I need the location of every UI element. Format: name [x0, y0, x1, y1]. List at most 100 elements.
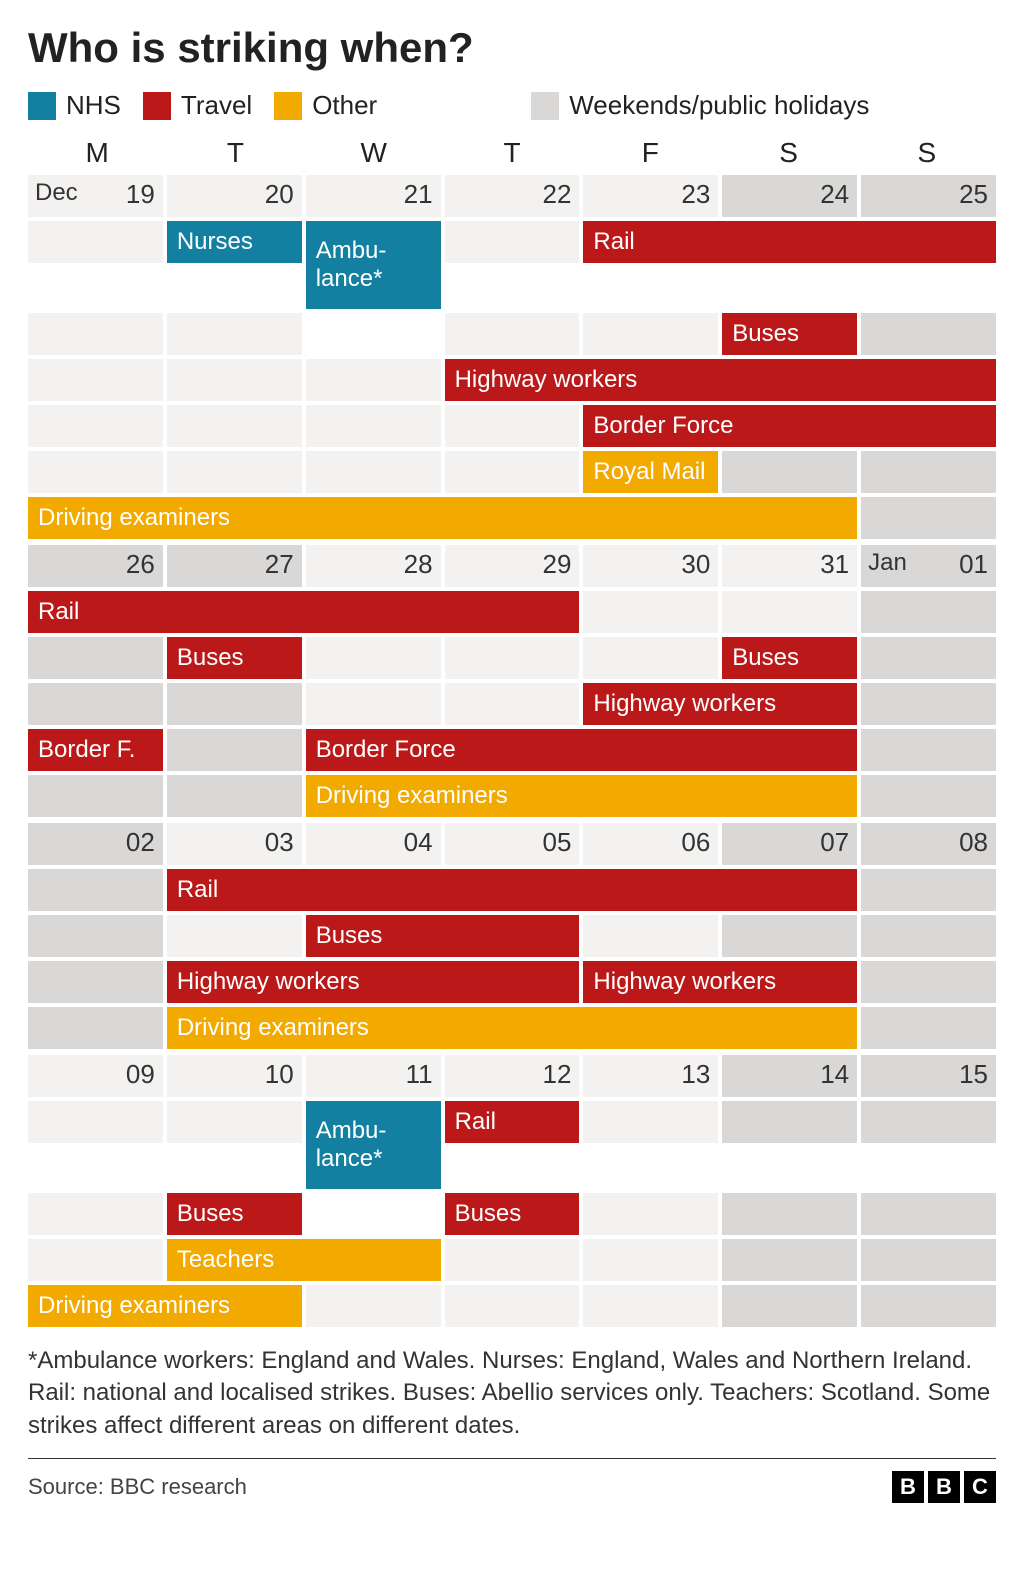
legend-travel: Travel [143, 90, 252, 121]
empty-cell [306, 359, 441, 401]
strike-event: Buses [722, 313, 857, 355]
empty-cell [28, 221, 163, 263]
date-cell: 07 [722, 823, 857, 865]
empty-cell [861, 1285, 996, 1327]
event-row: Driving examiners [28, 775, 996, 817]
empty-cell [445, 221, 580, 263]
week: 02030405060708RailBusesHighway workersHi… [28, 823, 996, 1049]
date-cell: 22 [445, 175, 580, 217]
empty-cell [445, 1285, 580, 1327]
empty-cell [167, 683, 302, 725]
date-cell: 28 [306, 545, 441, 587]
empty-cell [445, 637, 580, 679]
empty-cell [583, 637, 718, 679]
date-cell: 04 [306, 823, 441, 865]
strike-event: Buses [445, 1193, 580, 1235]
date-cell: 01Jan [861, 545, 996, 587]
empty-cell [28, 313, 163, 355]
empty-cell [28, 1239, 163, 1281]
empty-cell [861, 1101, 996, 1143]
event-row: Rail [28, 869, 996, 911]
date-row: 02030405060708 [28, 823, 996, 865]
empty-cell [861, 313, 996, 355]
swatch-other [274, 92, 302, 120]
empty-cell [306, 1285, 441, 1327]
event-row: Driving examiners [28, 497, 996, 539]
empty-cell [583, 1101, 718, 1143]
week: 26272829303101JanRailBusesBusesHighway w… [28, 545, 996, 817]
bbc-letter: B [892, 1471, 924, 1503]
empty-cell [861, 775, 996, 817]
empty-cell [722, 1193, 857, 1235]
strike-event: Buses [722, 637, 857, 679]
empty-cell [445, 683, 580, 725]
event-row: Ambu- lance*Rail [28, 1101, 996, 1189]
legend-nhs: NHS [28, 90, 121, 121]
empty-cell [28, 915, 163, 957]
strike-event: Royal Mail [583, 451, 718, 493]
strike-event: Driving examiners [167, 1007, 857, 1049]
empty-cell [167, 915, 302, 957]
event-row: BusesBuses [28, 1193, 996, 1235]
empty-cell [722, 1101, 857, 1143]
empty-cell [861, 497, 996, 539]
empty-cell [445, 313, 580, 355]
empty-cell [861, 1007, 996, 1049]
bbc-logo: BBC [892, 1471, 996, 1503]
strike-event: Border F. [28, 729, 163, 771]
empty-cell [722, 451, 857, 493]
empty-cell [722, 1285, 857, 1327]
date-cell: 26 [28, 545, 163, 587]
date-cell: 31 [722, 545, 857, 587]
empty-cell [167, 1101, 302, 1143]
swatch-travel [143, 92, 171, 120]
day-header: T [166, 137, 304, 169]
strike-event: Buses [167, 637, 302, 679]
empty-cell [445, 405, 580, 447]
page-title: Who is striking when? [28, 24, 996, 72]
strike-event: Ambu- lance* [306, 221, 441, 309]
event-row: Highway workers [28, 683, 996, 725]
strike-event: Driving examiners [28, 1285, 302, 1327]
date-cell: 12 [445, 1055, 580, 1097]
event-row: Border Force [28, 405, 996, 447]
empty-cell [167, 359, 302, 401]
event-row: NursesAmbu- lance*Rail [28, 221, 996, 309]
strike-event: Buses [306, 915, 580, 957]
swatch-nhs [28, 92, 56, 120]
event-row: Royal Mail [28, 451, 996, 493]
event-row: Border F.Border Force [28, 729, 996, 771]
strike-event: Rail [167, 869, 857, 911]
date-cell: 19Dec [28, 175, 163, 217]
empty-cell [583, 591, 718, 633]
empty-cell [583, 915, 718, 957]
empty-cell [28, 637, 163, 679]
legend-travel-label: Travel [181, 90, 252, 121]
date-cell: 06 [583, 823, 718, 865]
event-row: Driving examiners [28, 1007, 996, 1049]
date-cell: 05 [445, 823, 580, 865]
day-header: M [28, 137, 166, 169]
calendar: 19Dec202122232425NursesAmbu- lance*RailB… [28, 175, 996, 1327]
empty-cell [167, 729, 302, 771]
date-cell: 30 [583, 545, 718, 587]
empty-cell [861, 683, 996, 725]
month-label: Dec [35, 179, 78, 207]
day-header: S [719, 137, 857, 169]
footer: Source: BBC research BBC [28, 1458, 996, 1503]
strike-event: Rail [445, 1101, 580, 1143]
empty-cell [28, 1193, 163, 1235]
empty-cell [306, 683, 441, 725]
date-cell: 03 [167, 823, 302, 865]
bbc-letter: B [928, 1471, 960, 1503]
date-cell: 24 [722, 175, 857, 217]
date-row: 09101112131415 [28, 1055, 996, 1097]
day-header: F [581, 137, 719, 169]
empty-cell [167, 451, 302, 493]
empty-cell [28, 1007, 163, 1049]
strike-event: Highway workers [167, 961, 580, 1003]
date-cell: 29 [445, 545, 580, 587]
strike-event: Nurses [167, 221, 302, 263]
date-cell: 09 [28, 1055, 163, 1097]
empty-cell [28, 869, 163, 911]
